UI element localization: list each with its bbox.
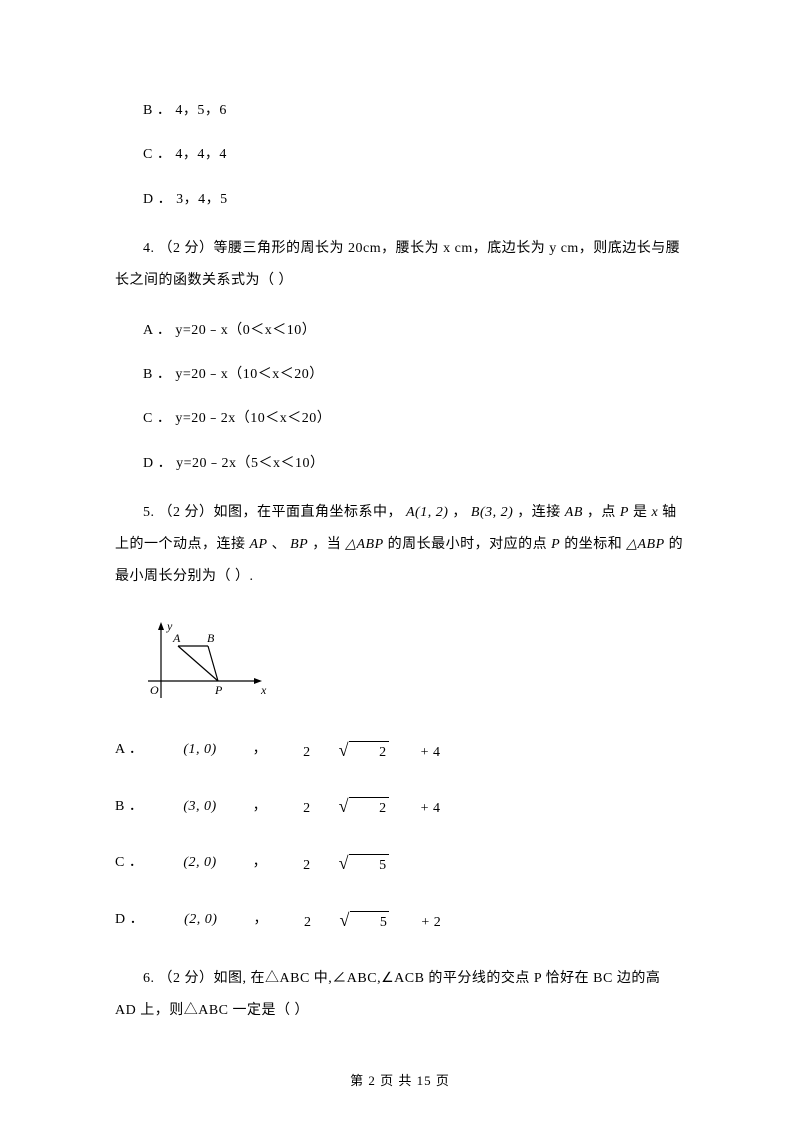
opt-5c-label: C ． [115,852,143,874]
opt-5d-point: (2, 0) [156,909,217,931]
option-5a: A ． (1, 0) ， 2√2 + 4 [115,736,685,765]
opt-5d-comma: ， [225,909,268,931]
point-a: A(1, 2) [406,505,448,520]
opt-5b-point: (3, 0) [155,796,216,818]
tri-abp-2: △ABP [626,537,664,552]
opt-5c-point: (2, 0) [155,852,216,874]
q5-sep1: ， [452,505,467,520]
q5-text-7: 的周长最小时，对应的点 [388,537,548,552]
bp-label: BP [290,537,308,552]
opt-5c-expr: 2√5 [275,849,388,878]
diagram-a-label: A [172,631,181,645]
opt-5b-comma: ， [225,796,268,818]
question-3-options: B ． 4，5，6 C ． 4，4，4 D ． 3，4，5 [115,100,685,211]
option-5c: C ． (2, 0) ， 2√5 [115,849,685,878]
option-4d: D ． y=20﹣2x（5＜x＜10） [115,453,685,475]
opt-5a-comma: ， [225,739,268,761]
diagram-x-label: x [260,683,267,697]
x-axis-label: x [651,505,658,520]
option-4b: B ． y=20﹣x（10＜x＜20） [115,364,685,386]
q5-text-3: ，点 [587,505,616,520]
q5-text-4: 是 [633,505,648,520]
option-4c: C ． y=20﹣2x（10＜x＜20） [115,408,685,430]
opt-5d-label: D ． [115,909,144,931]
diagram-svg: y x O A B P [143,616,273,711]
opt-5d-expr: 2√5 + 2 [276,906,441,935]
coordinate-diagram: y x O A B P [143,616,685,711]
option-3c: C ． 4，4，4 [115,144,685,166]
ab-label: AB [565,505,583,520]
q5-stem: 5. （2 分）如图，在平面直角坐标系中， A(1, 2) ， B(3, 2) … [115,497,685,594]
diagram-o-label: O [150,683,159,697]
q5-text-1: 5. （2 分）如图，在平面直角坐标系中， [143,505,402,520]
q5-text-8: 的坐标和 [564,537,622,552]
opt-5b-label: B ． [115,796,143,818]
p-label-2: P [551,537,560,552]
diagram-y-label: y [166,619,173,633]
opt-5c-comma: ， [225,852,268,874]
opt-5b-expr: 2√2 + 4 [275,792,440,821]
diagram-b-label: B [207,631,215,645]
q6-stem: 6. （2 分）如图, 在△ABC 中,∠ABC,∠ACB 的平分线的交点 P … [115,963,685,1027]
page-number: 第 2 页 共 15 页 [350,1073,450,1088]
q5-text-6: ，当 [312,537,341,552]
q5-text-2: ，连接 [517,505,561,520]
q4-stem: 4. （2 分）等腰三角形的周长为 20cm，腰长为 x cm，底边长为 y c… [115,233,685,297]
tri-abp-1: △ABP [345,537,383,552]
ap-label: AP [250,537,268,552]
question-4: 4. （2 分）等腰三角形的周长为 20cm，腰长为 x cm，底边长为 y c… [115,233,685,475]
option-3d: D ． 3，4，5 [115,189,685,211]
page-footer: 第 2 页 共 15 页 [0,1071,800,1092]
q5-sep2: 、 [272,537,287,552]
opt-5a-expr: 2√2 + 4 [275,736,440,765]
option-5d: D ． (2, 0) ， 2√5 + 2 [115,906,685,935]
diagram-p-label: P [214,683,223,697]
point-b: B(3, 2) [471,505,513,520]
opt-5a-point: (1, 0) [155,739,216,761]
option-3b: B ． 4，5，6 [115,100,685,122]
option-4a: A ． y=20﹣x（0＜x＜10） [115,320,685,342]
question-5: 5. （2 分）如图，在平面直角坐标系中， A(1, 2) ， B(3, 2) … [115,497,685,935]
p-label: P [620,505,629,520]
question-6: 6. （2 分）如图, 在△ABC 中,∠ABC,∠ACB 的平分线的交点 P … [115,963,685,1027]
option-5b: B ． (3, 0) ， 2√2 + 4 [115,792,685,821]
opt-5a-label: A ． [115,739,143,761]
